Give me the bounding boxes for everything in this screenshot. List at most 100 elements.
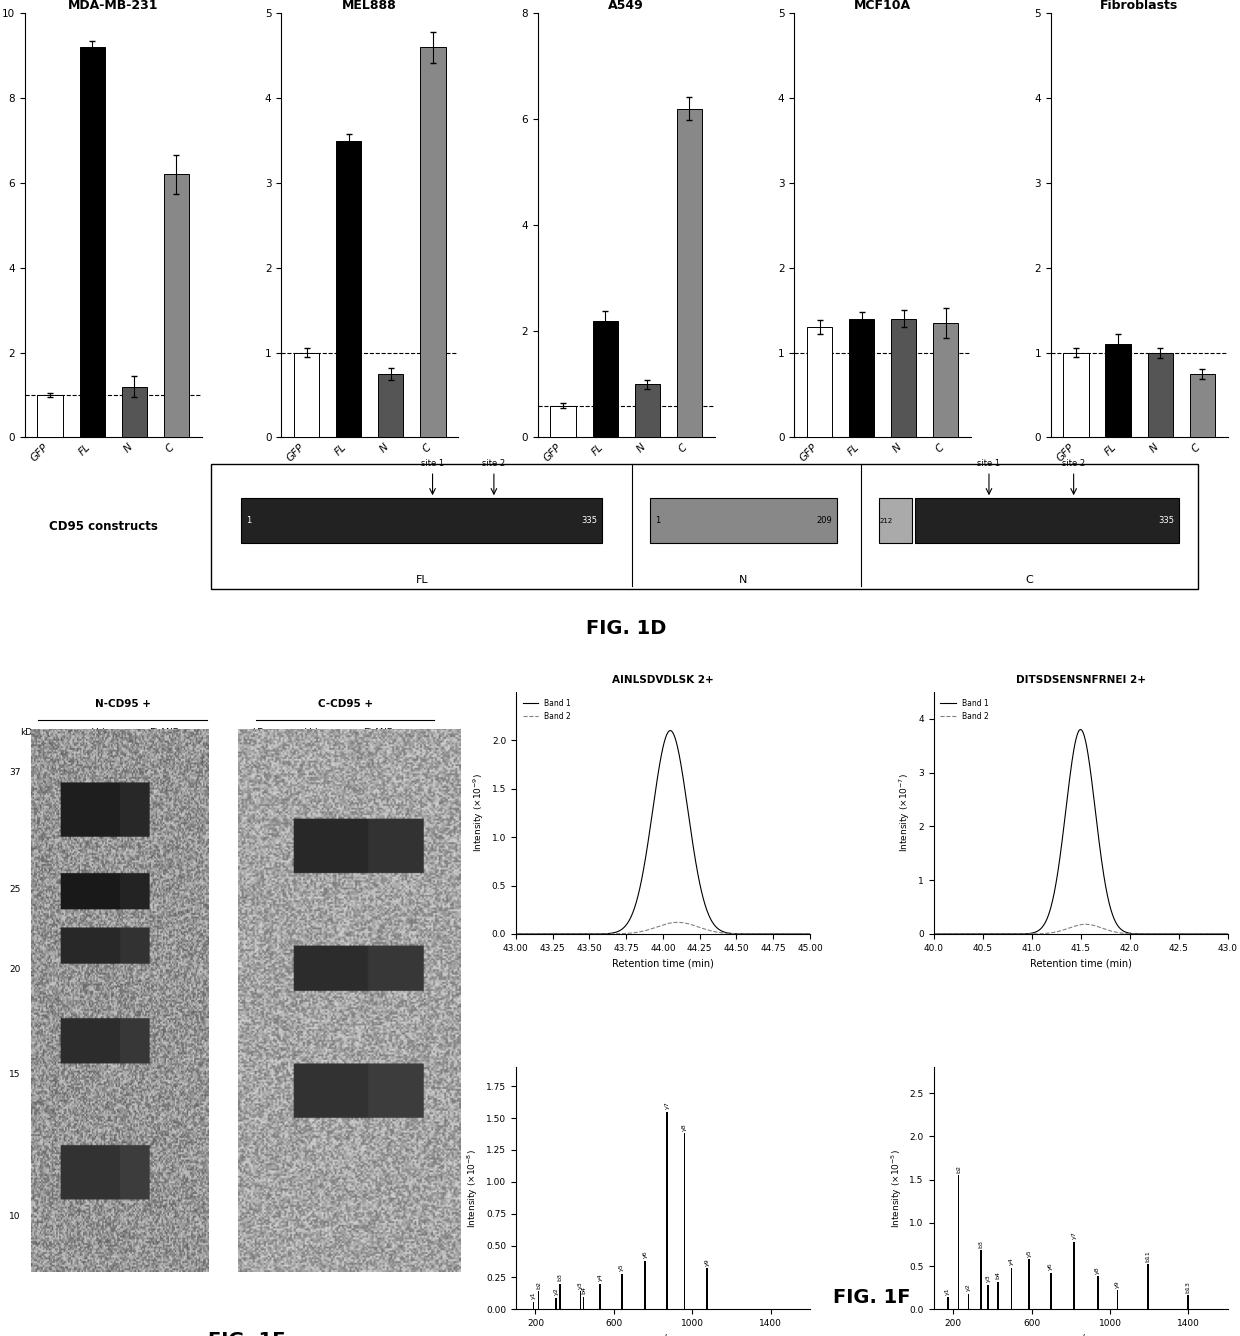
Band 2: [1214, 926, 1229, 942]
Title: AINLSDVDLSK 2+: AINLSDVDLSK 2+: [613, 676, 714, 685]
Y-axis label: Intensity ($\times$10$^{-5}$): Intensity ($\times$10$^{-5}$): [889, 1149, 904, 1228]
Text: y4: y4: [1009, 1257, 1014, 1265]
X-axis label: m/z: m/z: [653, 1333, 672, 1336]
Bar: [1147, 353, 1173, 437]
Bar: [538, 1292, 539, 1309]
Bar: [1097, 1276, 1099, 1309]
X-axis label: m/z: m/z: [1071, 1333, 1090, 1336]
Text: y5: y5: [1027, 1249, 1032, 1257]
Text: C-CD95 +: C-CD95 +: [317, 699, 373, 709]
Text: Veh: Veh: [92, 728, 108, 737]
Bar: [1187, 1296, 1189, 1309]
Band 1: [1086, 784, 1101, 800]
Bar: [892, 319, 916, 437]
Band 2: [684, 916, 699, 933]
Band 1: [650, 771, 665, 787]
Title: MDA-MB-231: MDA-MB-231: [68, 0, 159, 12]
Text: b13: b13: [1185, 1281, 1190, 1293]
Band 1: [668, 732, 683, 748]
Bar: [254, 779, 432, 852]
Bar: [957, 1176, 960, 1309]
Band 1: [684, 827, 699, 843]
Text: FL: FL: [415, 576, 428, 585]
Bar: [1116, 1291, 1118, 1309]
Bar: [242, 498, 603, 542]
Title: Fibroblasts: Fibroblasts: [1100, 0, 1178, 12]
X-axis label: Retention time (min): Retention time (min): [613, 958, 714, 969]
Bar: [580, 1292, 582, 1309]
Bar: [677, 108, 702, 437]
Y-axis label: Intensity ($\times$10$^{-7}$): Intensity ($\times$10$^{-7}$): [898, 774, 913, 852]
Text: b2: b2: [536, 1281, 541, 1289]
Bar: [1050, 1273, 1052, 1309]
Bar: [1064, 353, 1089, 437]
Legend: Band 1, Band 2: Band 1, Band 2: [937, 696, 992, 724]
Text: y6: y6: [642, 1250, 647, 1259]
Text: y1: y1: [945, 1287, 950, 1295]
Bar: [946, 1297, 949, 1309]
Text: 15: 15: [238, 934, 249, 943]
Line: Band 2: Band 2: [516, 922, 810, 934]
Text: FIG. 1F: FIG. 1F: [833, 1288, 910, 1307]
Text: kDa: kDa: [20, 728, 38, 737]
Bar: [254, 921, 432, 1013]
Title: DITSDSENSNFRNEI 2+: DITSDSENSNFRNEI 2+: [1016, 676, 1146, 685]
Band 2: [1168, 926, 1183, 942]
Band 2: [649, 919, 663, 935]
Band 2: [1065, 919, 1080, 935]
Bar: [666, 1112, 667, 1309]
Title: MEL888: MEL888: [342, 0, 397, 12]
Y-axis label: Intensity ($\times$10$^{-8}$): Intensity ($\times$10$^{-8}$): [466, 1149, 480, 1228]
Band 1: [802, 926, 817, 942]
Band 1: [508, 926, 523, 942]
Bar: [336, 140, 361, 437]
Text: b4: b4: [996, 1271, 1001, 1279]
Bar: [997, 1281, 998, 1309]
Bar: [556, 1297, 557, 1309]
Text: y9: y9: [1115, 1280, 1120, 1288]
Text: y3: y3: [578, 1281, 583, 1289]
Text: y5: y5: [619, 1264, 624, 1271]
Bar: [807, 327, 832, 437]
Text: N-CD95 +: N-CD95 +: [94, 699, 151, 709]
Bar: [420, 47, 445, 437]
Text: site 1: site 1: [422, 460, 444, 468]
Bar: [1189, 374, 1215, 437]
Bar: [164, 175, 188, 437]
Band 1: [1068, 736, 1083, 752]
Text: y1: y1: [531, 1292, 536, 1299]
Text: FIG. 1D: FIG. 1D: [587, 620, 666, 639]
Text: y7: y7: [665, 1101, 670, 1109]
Band 1: [1214, 926, 1229, 942]
Legend: Band 1, Band 2: Band 1, Band 2: [520, 696, 574, 724]
Bar: [583, 1296, 584, 1309]
Text: 20: 20: [238, 792, 249, 802]
Text: 212: 212: [880, 517, 893, 524]
Text: 2: 2: [399, 962, 407, 971]
Bar: [1147, 1264, 1149, 1309]
Bar: [635, 385, 660, 437]
Text: b2: b2: [956, 1165, 961, 1173]
Text: ELANE: ELANE: [149, 728, 179, 737]
Bar: [980, 1250, 982, 1309]
Bar: [1011, 1268, 1012, 1309]
Bar: [915, 498, 1179, 542]
Text: y2: y2: [966, 1284, 971, 1291]
Bar: [593, 321, 618, 437]
Text: y4: y4: [598, 1273, 603, 1281]
Band 1: [926, 926, 941, 942]
Bar: [849, 319, 874, 437]
Text: b11: b11: [1146, 1250, 1151, 1261]
Band 2: [650, 919, 665, 935]
Band 2: [802, 926, 817, 942]
Text: b4: b4: [582, 1287, 587, 1295]
Text: 25: 25: [9, 884, 20, 894]
Band 2: [796, 926, 811, 942]
Text: site 2: site 2: [1063, 460, 1085, 468]
Text: 335: 335: [582, 516, 598, 525]
Bar: [378, 374, 403, 437]
Band 1: [1065, 745, 1080, 762]
Text: y7: y7: [1071, 1232, 1076, 1240]
Text: y6: y6: [1048, 1263, 1053, 1271]
Text: CD95 constructs: CD95 constructs: [48, 520, 157, 533]
